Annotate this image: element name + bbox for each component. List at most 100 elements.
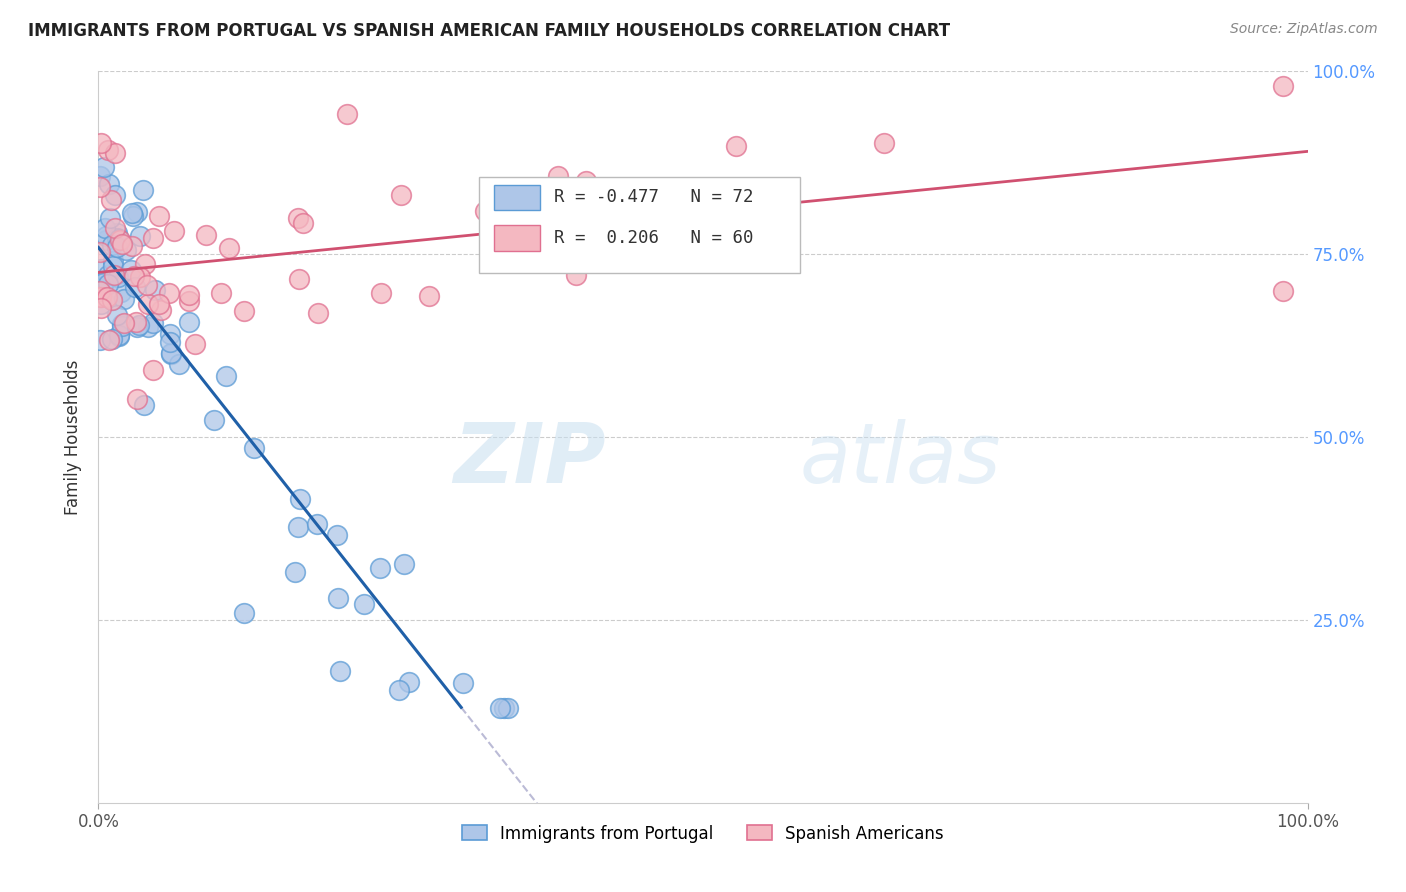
Point — [128, 318, 150, 332]
Point — [111, 317, 134, 331]
Point — [336, 107, 359, 121]
Point — [105, 240, 128, 254]
Point — [97, 268, 120, 282]
Point — [94, 221, 117, 235]
Point — [716, 187, 738, 202]
Point — [108, 329, 131, 343]
Point — [725, 139, 748, 153]
Point — [202, 413, 225, 427]
Point — [157, 285, 180, 300]
Point — [288, 272, 311, 286]
Point — [489, 700, 512, 714]
Text: atlas: atlas — [800, 418, 1001, 500]
Point — [370, 285, 392, 300]
Point — [329, 664, 352, 678]
Point — [94, 233, 117, 247]
Point — [124, 268, 146, 283]
Point — [307, 306, 329, 320]
Point — [326, 591, 349, 606]
Point — [90, 296, 112, 310]
Point — [1272, 78, 1295, 93]
Text: ZIP: ZIP — [454, 418, 606, 500]
Point — [702, 231, 724, 245]
Point — [104, 145, 127, 160]
Point — [101, 253, 124, 268]
Point — [136, 319, 159, 334]
Point — [121, 206, 143, 220]
Point — [98, 333, 121, 347]
Point — [100, 193, 122, 207]
Point — [93, 160, 115, 174]
Point — [90, 290, 112, 304]
Point — [91, 276, 114, 290]
Point — [496, 700, 519, 714]
Point — [97, 144, 120, 158]
Point — [128, 270, 150, 285]
Point — [353, 597, 375, 611]
Point — [564, 268, 586, 283]
Point — [284, 565, 307, 579]
Point — [127, 204, 149, 219]
Point — [148, 297, 170, 311]
Y-axis label: Family Households: Family Households — [65, 359, 83, 515]
Point — [307, 516, 329, 531]
Point — [232, 606, 254, 620]
Point — [134, 398, 156, 412]
Point — [89, 285, 111, 299]
Point — [101, 332, 124, 346]
Point — [509, 186, 531, 201]
Legend: Immigrants from Portugal, Spanish Americans: Immigrants from Portugal, Spanish Americ… — [456, 818, 950, 849]
Point — [90, 301, 112, 315]
Point — [160, 346, 183, 360]
Point — [129, 229, 152, 244]
Point — [612, 233, 634, 247]
Point — [100, 238, 122, 252]
Point — [177, 315, 200, 329]
Point — [209, 285, 232, 300]
Point — [96, 229, 118, 244]
Point — [184, 336, 207, 351]
Point — [215, 369, 238, 384]
Point — [418, 289, 440, 303]
Point — [110, 285, 132, 299]
Point — [125, 320, 148, 334]
Point — [195, 227, 218, 242]
Point — [291, 216, 314, 230]
Point — [398, 675, 420, 690]
Point — [135, 277, 157, 292]
Point — [136, 297, 159, 311]
Point — [287, 211, 309, 226]
Point — [169, 358, 191, 372]
Point — [97, 277, 120, 291]
Text: R = -0.477   N = 72: R = -0.477 N = 72 — [554, 188, 754, 206]
Point — [110, 233, 132, 247]
Point — [98, 211, 121, 225]
Point — [142, 316, 165, 330]
Point — [232, 304, 254, 318]
Point — [159, 327, 181, 342]
Point — [104, 268, 127, 283]
Point — [121, 239, 143, 253]
FancyBboxPatch shape — [479, 178, 800, 273]
Point — [115, 244, 138, 258]
Point — [101, 293, 124, 307]
Point — [218, 241, 240, 255]
Point — [159, 334, 181, 349]
Point — [90, 136, 112, 151]
Point — [107, 269, 129, 284]
Point — [494, 700, 516, 714]
Point — [150, 303, 173, 318]
Point — [108, 232, 131, 246]
Point — [103, 220, 125, 235]
Point — [103, 188, 125, 202]
Point — [177, 294, 200, 309]
Point — [873, 136, 896, 150]
Point — [96, 290, 118, 304]
Point — [105, 227, 128, 241]
Point — [451, 675, 474, 690]
Point — [392, 557, 415, 571]
Point — [474, 204, 496, 219]
Point — [287, 520, 309, 534]
Point — [120, 263, 142, 277]
Point — [143, 283, 166, 297]
